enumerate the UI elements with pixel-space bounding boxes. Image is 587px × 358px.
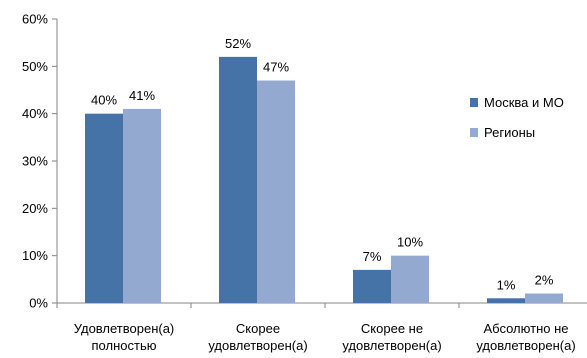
- category-label: Скорее не: [361, 321, 423, 336]
- legend: Москва и МО Регионы: [470, 95, 564, 140]
- y-tick-label: 30%: [22, 154, 48, 169]
- category-label: Скорее: [236, 321, 280, 336]
- bar-series-1-cat-1: [257, 80, 295, 304]
- data-label: 40%: [91, 93, 117, 108]
- bars: [85, 56, 563, 304]
- bar-series-1-cat-3: [525, 293, 563, 303]
- data-label: 52%: [225, 36, 251, 51]
- data-label: 2%: [535, 273, 554, 288]
- data-labels: 40% 52% 7% 1% 41% 47% 10% 2%: [91, 36, 554, 292]
- bar-series-0-cat-1: [219, 56, 257, 303]
- y-tick-label: 10%: [22, 248, 48, 263]
- category-label: удовлетворен(а): [342, 338, 441, 353]
- data-label: 10%: [397, 235, 423, 250]
- legend-swatch: [470, 98, 478, 107]
- y-tick-label: 40%: [22, 106, 48, 121]
- data-label: 7%: [363, 249, 382, 264]
- bar-series-0-cat-3: [487, 298, 525, 303]
- category-label: полностью: [92, 338, 157, 353]
- y-tick-label: 0%: [29, 296, 48, 311]
- category-label: удовлетворен(а): [476, 338, 575, 353]
- bar-series-1-cat-0: [123, 108, 161, 303]
- category-labels: Удовлетворен(а) полностью Скорее удовлетвор…: [74, 321, 576, 353]
- y-tick-label: 20%: [22, 201, 48, 216]
- category-label: удовлетворен(а): [208, 338, 307, 353]
- data-label: 1%: [497, 277, 516, 292]
- data-label: 47%: [263, 60, 289, 75]
- bar-series-1-cat-2: [391, 255, 429, 303]
- category-label: Удовлетворен(а): [74, 321, 175, 336]
- y-tick-label: 50%: [22, 59, 48, 74]
- category-label: Абсолютно не: [484, 321, 569, 336]
- y-tick-label: 60%: [22, 12, 48, 27]
- legend-label: Москва и МО: [484, 95, 564, 110]
- bar-series-0-cat-2: [353, 269, 391, 303]
- legend-swatch: [470, 128, 478, 137]
- bar-series-0-cat-0: [85, 113, 123, 304]
- y-axis-ticks: 0% 10% 20% 30% 40% 50% 60%: [22, 12, 57, 311]
- legend-label: Регионы: [484, 125, 535, 140]
- data-label: 41%: [129, 88, 155, 103]
